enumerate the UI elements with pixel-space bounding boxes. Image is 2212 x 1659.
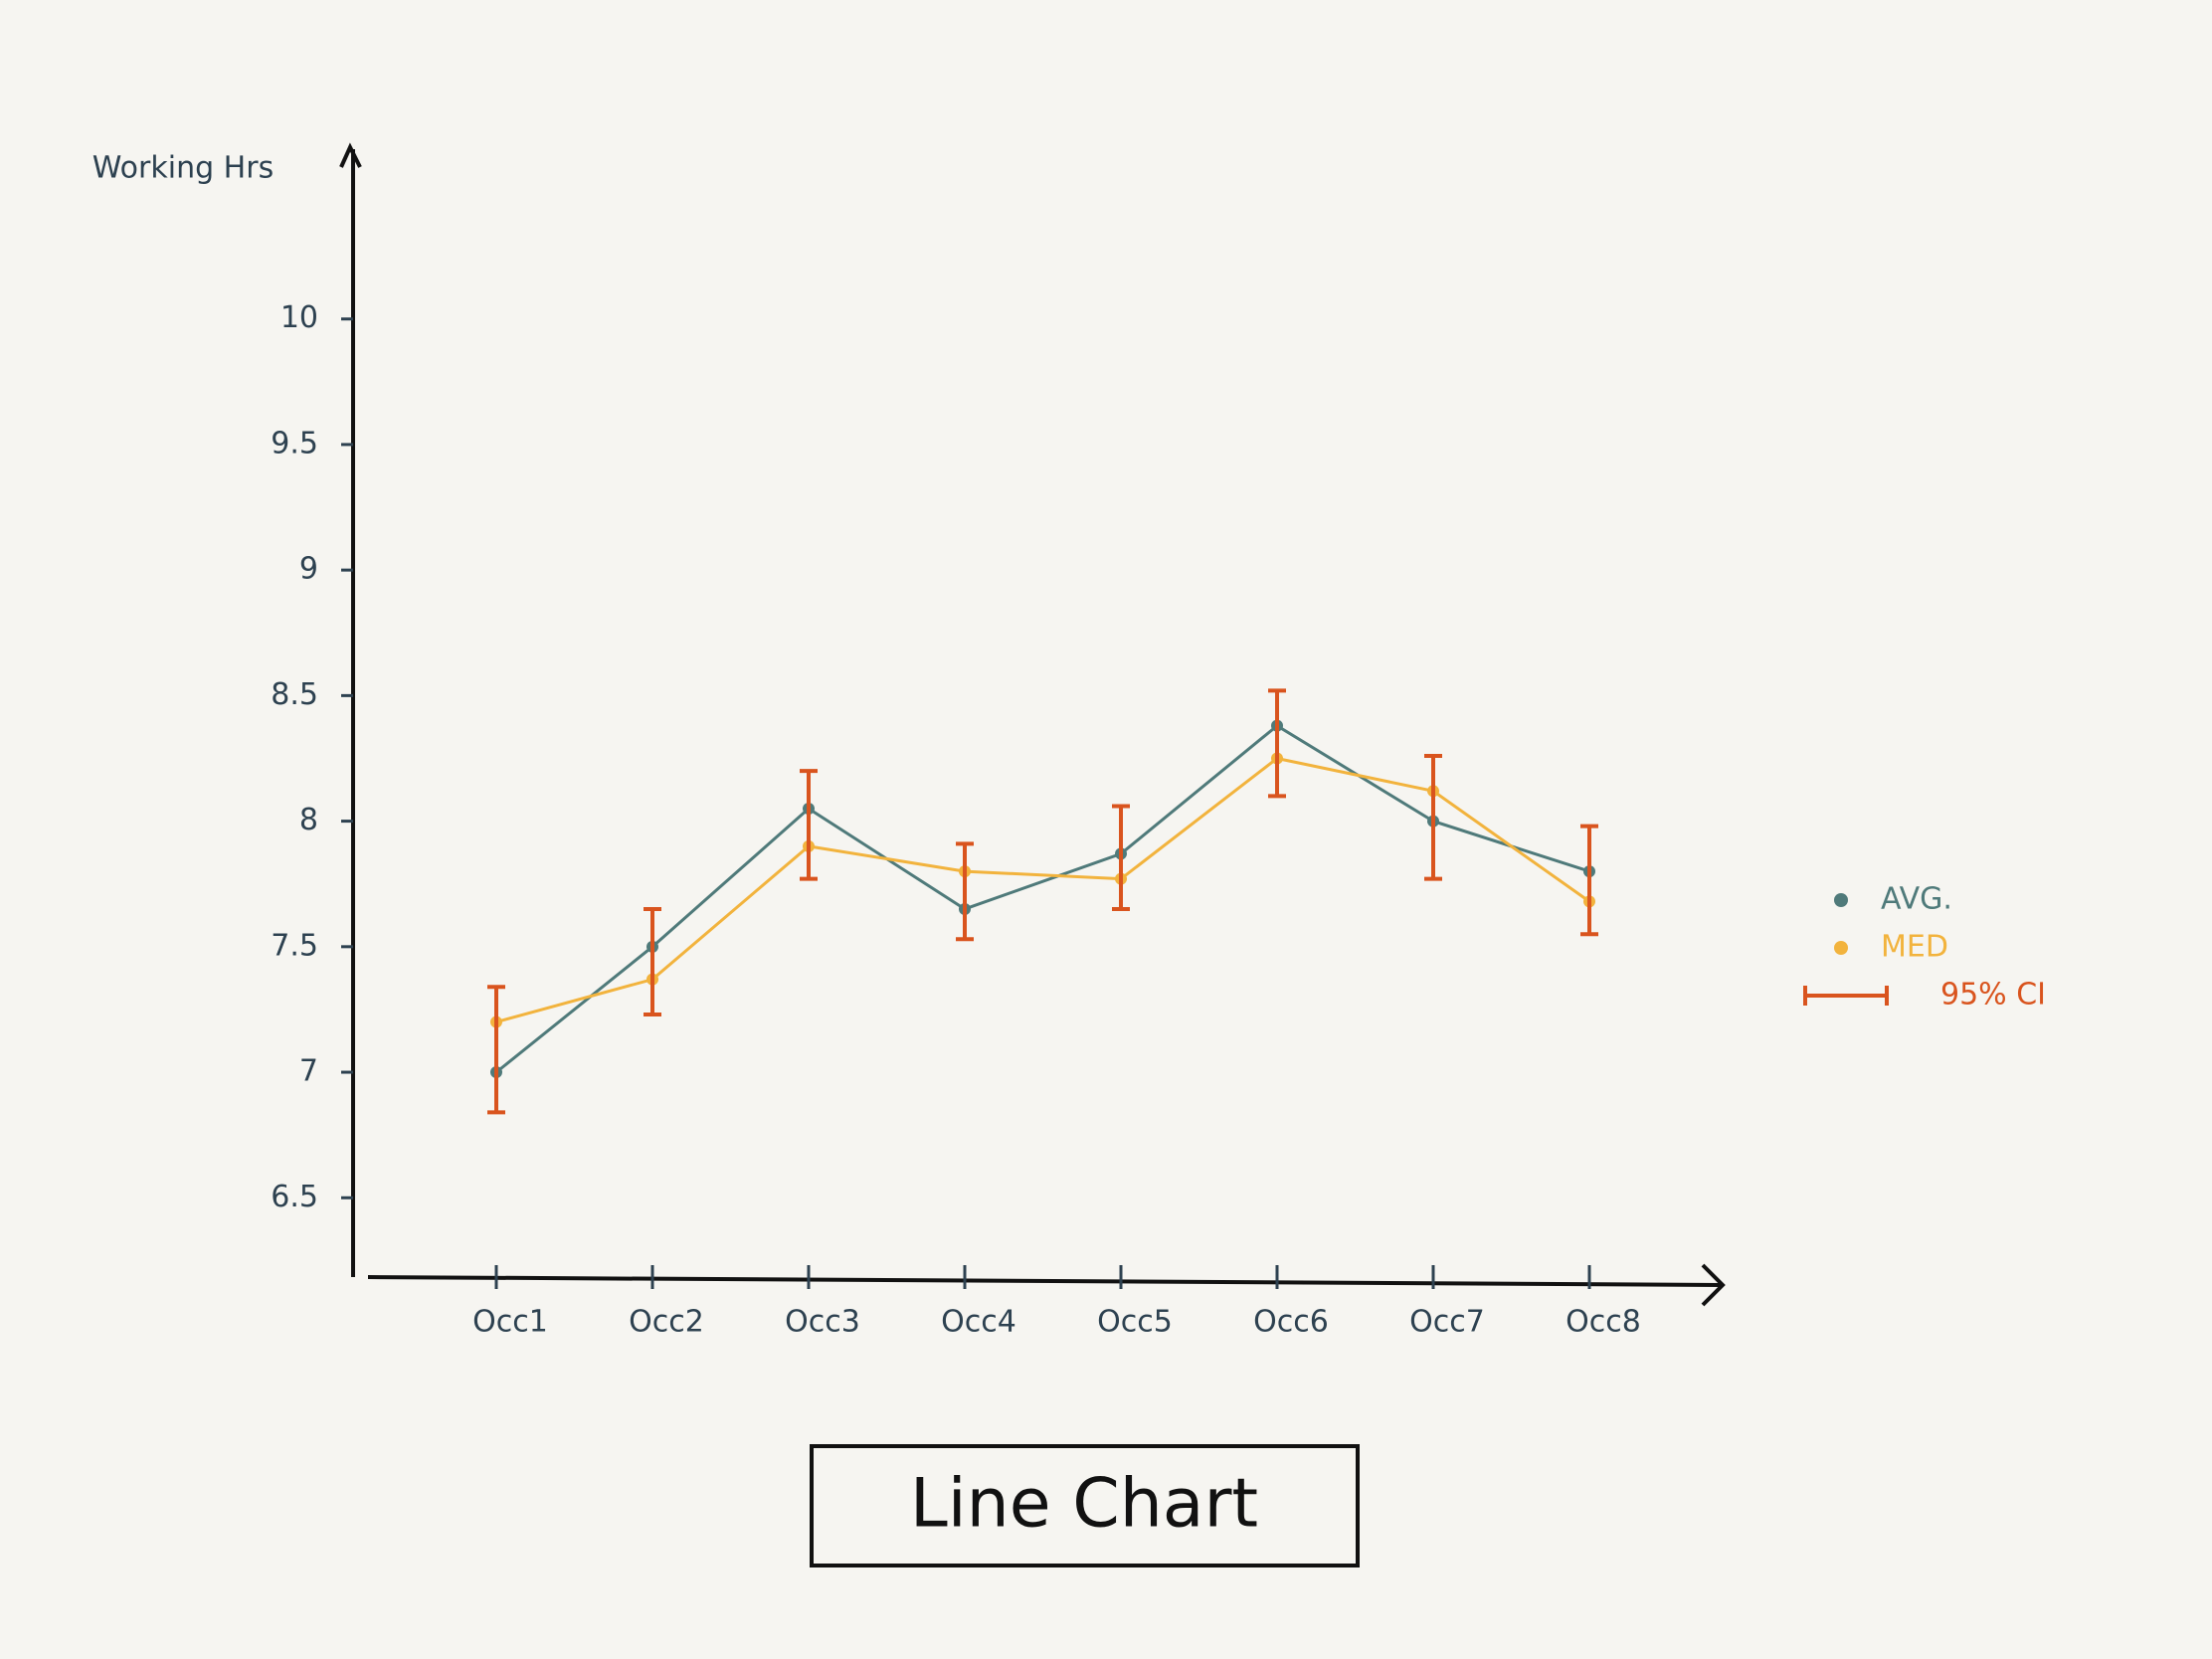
- chart-title: Line Chart: [910, 1465, 1258, 1544]
- title-box: [810, 1444, 1360, 1567]
- x-tick-label: Occ5: [1097, 1305, 1173, 1340]
- legend-label: AVG.: [1881, 882, 1952, 917]
- x-tick-label: Occ6: [1253, 1305, 1329, 1340]
- y-tick-label: 9: [299, 552, 318, 587]
- y-tick-label: 7: [299, 1054, 318, 1089]
- line: [495, 723, 1590, 1074]
- y-axis-label: Working Hrs: [92, 151, 274, 186]
- x-tick-label: Occ7: [1409, 1305, 1485, 1340]
- x-tick-label: Occ1: [472, 1305, 548, 1340]
- x-axis: [367, 1275, 1722, 1287]
- legend-label: MED: [1881, 930, 1948, 965]
- y-tick-label: 10: [280, 300, 318, 335]
- y-tick-label: 7.5: [271, 928, 318, 963]
- y-tick-label: 6.5: [271, 1180, 318, 1214]
- x-axis-arrow: [1701, 1263, 1726, 1307]
- y-tick-label: 8: [299, 803, 318, 837]
- y-tick-label: 9.5: [271, 426, 318, 461]
- y-axis-arrow: [339, 142, 362, 168]
- x-tick-label: Occ3: [785, 1305, 860, 1340]
- x-tick-label: Occ4: [941, 1305, 1016, 1340]
- legend-marker: [1834, 893, 1848, 907]
- x-tick-label: Occ2: [629, 1305, 704, 1340]
- x-tick-label: Occ8: [1566, 1305, 1641, 1340]
- line: [495, 756, 1590, 1024]
- legend-marker: [1834, 941, 1848, 955]
- legend-label: 95% CI: [1940, 978, 2046, 1013]
- y-tick-label: 8.5: [271, 677, 318, 712]
